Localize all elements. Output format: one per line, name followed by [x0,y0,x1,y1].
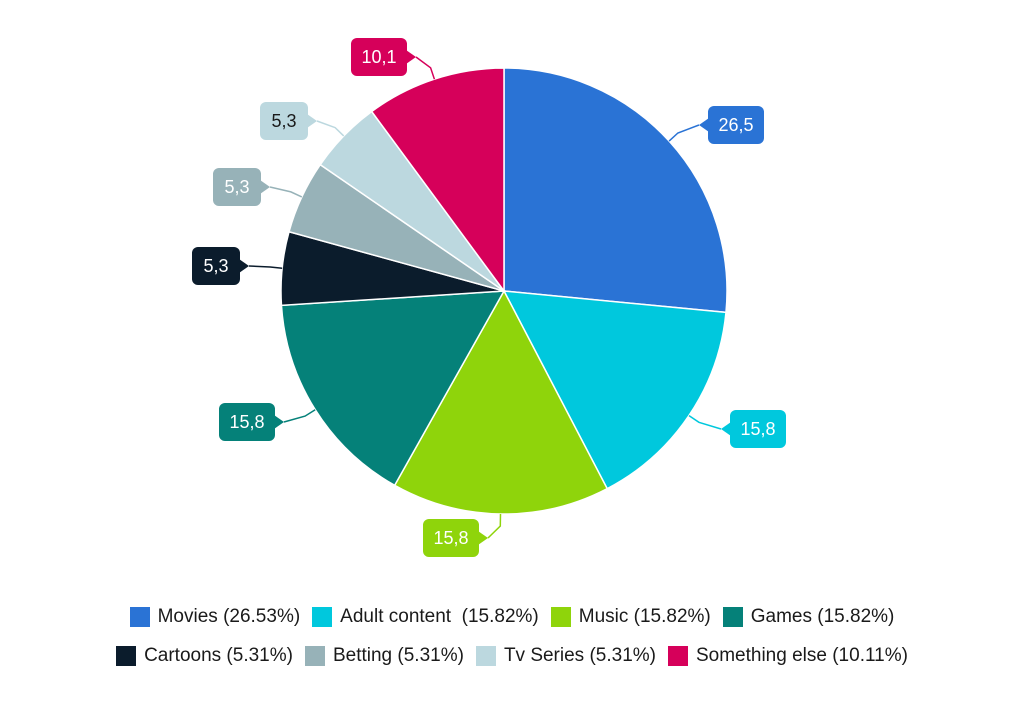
callout-leader-something-else [415,56,436,80]
callout-box-music [423,519,479,557]
legend-label-movies: Movies (26.53%) [157,606,301,627]
data-label-tv-series: 5,3 [271,111,296,131]
callout-pointer-games [274,415,284,429]
callout-box-games [219,403,275,441]
data-label-adult-content: 15,8 [740,419,775,439]
callout-pointer-tv-series [307,114,317,128]
callout-leader-adult-content [688,414,722,430]
legend-item-betting[interactable]: Betting (5.31%) [304,645,464,667]
legend-label-music: Music (15.82%) [578,606,711,627]
callout-box-adult-content [730,410,786,448]
legend-item-tv-series[interactable]: Tv Series (5.31%) [475,645,656,667]
legend-item-something-else[interactable]: Something else (10.11%) [667,645,908,667]
callout-leader-cartoons [248,265,283,269]
legend-swatch-cartoons [116,646,137,666]
legend-swatch-tv-series [475,646,496,666]
callout-pointer-music [478,531,488,545]
callout-tv-series: 5,3 [260,102,345,140]
pie-slice-movies[interactable] [503,67,728,314]
legend-swatch-something-else [667,646,688,666]
callout-pointer-movies [699,118,709,132]
data-label-movies: 26,5 [718,115,753,135]
callout-pointer-something-else [406,50,416,64]
legend-label-cartoons: Cartoons (5.31%) [144,645,293,666]
pie-slice-music[interactable] [393,289,609,515]
legend-label-betting: Betting (5.31%) [332,645,464,666]
legend-item-adult-content[interactable]: Adult content (15.82%) [312,606,539,628]
callout-betting: 5,3 [213,168,303,206]
callout-box-betting [213,168,261,206]
legend-swatch-adult-content [312,607,333,627]
callout-box-movies [708,106,764,144]
legend-swatch-games [722,607,743,627]
legend-label-adult-content: Adult content (15.82%) [340,606,539,627]
legend-row-2: Cartoons (5.31%) Betting (5.31%) Tv Seri… [0,645,1024,667]
callout-box-cartoons [192,247,240,285]
data-label-games: 15,8 [229,412,264,432]
legend-item-cartoons[interactable]: Cartoons (5.31%) [116,645,293,667]
callout-leader-games [283,409,316,423]
legend-swatch-movies [129,607,150,627]
callout-adult-content: 15,8 [688,410,786,448]
callout-leader-betting [269,186,303,198]
legend-label-games: Games (15.82%) [750,606,895,627]
callout-leader-movies [668,124,700,142]
legend-label-something-else: Something else (10.11%) [695,645,908,666]
callout-movies: 26,5 [668,106,764,144]
callout-something-else: 10,1 [351,38,436,80]
callout-games: 15,8 [219,403,316,441]
data-label-betting: 5,3 [224,177,249,197]
pie-slice-adult-content[interactable] [502,290,727,490]
callout-cartoons: 5,3 [192,247,283,285]
callout-pointer-adult-content [721,422,731,436]
legend-swatch-music [550,607,571,627]
callout-box-something-else [351,38,407,76]
callout-box-tv-series [260,102,308,140]
legend-item-games[interactable]: Games (15.82%) [722,606,895,628]
legend-item-music[interactable]: Music (15.82%) [550,606,711,628]
data-label-music: 15,8 [433,528,468,548]
callout-pointer-betting [260,180,270,194]
pie-slices [280,67,728,515]
legend-label-tv-series: Tv Series (5.31%) [503,645,656,666]
value-callouts: 26,5 15,8 15,8 15,8 5,3 5,3 5,3 10,1 [192,38,786,557]
legend-item-movies[interactable]: Movies (26.53%) [129,606,301,628]
callout-music: 15,8 [423,513,502,557]
data-label-cartoons: 5,3 [203,256,228,276]
callout-leader-tv-series [316,120,345,137]
legend-swatch-betting [304,646,325,666]
pie-slice-games[interactable] [280,290,506,487]
data-label-something-else: 10,1 [361,47,396,67]
callout-pointer-cartoons [239,259,249,273]
callout-leader-music [487,513,502,539]
legend-row-1: Movies (26.53%) Adult content (15.82%) M… [0,606,1024,628]
